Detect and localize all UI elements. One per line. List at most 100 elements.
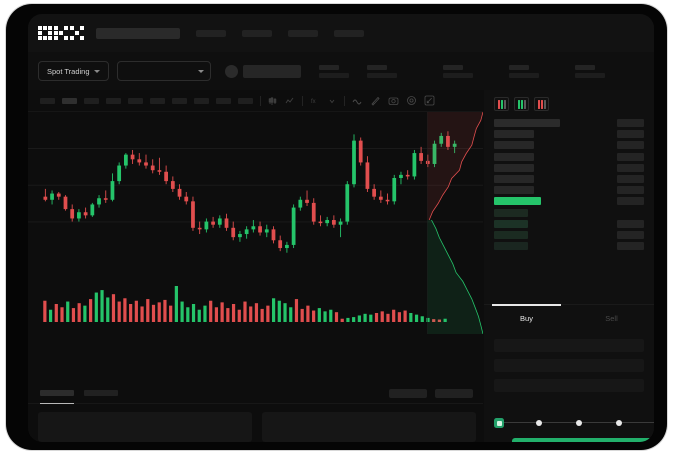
timeframe-8[interactable]: [194, 97, 209, 104]
fullscreen-icon[interactable]: [424, 95, 435, 106]
order-book-amount: [617, 174, 644, 183]
stat-label: [508, 64, 529, 70]
order-book-row[interactable]: [494, 141, 644, 150]
timeframe-7[interactable]: [172, 97, 187, 104]
camera-icon[interactable]: [388, 95, 399, 106]
trading-pair-select[interactable]: [116, 61, 211, 81]
stepper-step-2[interactable]: [536, 420, 542, 426]
order-book-amount: [617, 219, 644, 228]
ticker-bar: Spot Trading: [28, 52, 654, 90]
order-book-rows[interactable]: [484, 117, 654, 322]
settings-gear-icon[interactable]: [406, 95, 417, 106]
app-screen: Spot Trading: [28, 14, 654, 442]
order-book-price: [494, 174, 534, 183]
timeframe-4[interactable]: [106, 97, 121, 104]
chevron-down-icon: [197, 69, 204, 73]
order-form-field-1[interactable]: [494, 339, 644, 352]
stat-value: [366, 72, 397, 78]
nav-item-2[interactable]: [242, 29, 272, 37]
stat-label: [442, 64, 463, 70]
order-book-amount: [617, 119, 644, 127]
indicator-icon[interactable]: fx: [310, 96, 320, 106]
spot-trading-label: Spot Trading: [47, 66, 90, 76]
stepper-step-1[interactable]: [494, 418, 504, 428]
stat-value: [574, 72, 605, 78]
order-book-row[interactable]: [494, 230, 644, 239]
order-book-row[interactable]: [494, 119, 644, 127]
toolbar-divider: [344, 95, 345, 106]
primary-cta-button[interactable]: [512, 438, 654, 442]
svg-text:fx: fx: [311, 99, 316, 105]
order-book-row[interactable]: [494, 163, 644, 172]
order-book-row[interactable]: [494, 186, 644, 195]
search-input[interactable]: [96, 27, 180, 39]
candlestick-pane[interactable]: [28, 112, 483, 272]
order-book-amount: [617, 141, 644, 150]
volume-histogram-pane[interactable]: [28, 274, 483, 332]
order-book-price: [494, 230, 528, 239]
timeframe-5[interactable]: [128, 97, 143, 104]
spot-trading-dropdown[interactable]: Spot Trading: [38, 61, 109, 81]
orders-panel: [28, 334, 483, 442]
order-book-row[interactable]: [494, 242, 644, 251]
tab-buy[interactable]: Buy: [484, 304, 569, 332]
order-form-field-3[interactable]: [494, 379, 644, 392]
ticker-stat-3: [442, 64, 473, 78]
order-book-amount: [617, 242, 644, 251]
timeframe-9[interactable]: [216, 97, 231, 104]
order-book-row[interactable]: [494, 197, 644, 206]
nav-item-1[interactable]: [196, 29, 226, 37]
pair-avatar: [224, 64, 238, 78]
timeframe-10[interactable]: [238, 97, 253, 104]
order-book-row[interactable]: [494, 130, 644, 139]
market-depth-overlay: [427, 112, 483, 334]
okx-logo-icon[interactable]: [38, 26, 84, 40]
chevron-down-icon[interactable]: [327, 96, 337, 106]
orderbook-asks-icon[interactable]: [534, 97, 549, 111]
tab-order-history[interactable]: [84, 389, 118, 396]
orderbook-bids-icon[interactable]: [514, 97, 529, 111]
nav-item-3[interactable]: [288, 29, 318, 37]
onboarding-stepper: [494, 416, 654, 430]
nav-item-4[interactable]: [334, 29, 364, 37]
order-book-row[interactable]: [494, 219, 644, 228]
timeframe-1[interactable]: [40, 97, 55, 104]
ticker-stat-5: [574, 64, 605, 78]
candle-chart-icon[interactable]: [268, 96, 278, 106]
tab-sell[interactable]: Sell: [605, 314, 618, 323]
order-book-row[interactable]: [494, 174, 644, 183]
timeframe-3[interactable]: [84, 97, 99, 104]
order-card-1[interactable]: [38, 412, 252, 442]
order-book-row[interactable]: [494, 208, 644, 217]
toolbar-divider: [260, 95, 261, 106]
order-card-2[interactable]: [262, 412, 476, 442]
order-book-price: [494, 163, 534, 172]
order-book-panel: Buy Sell: [484, 90, 654, 442]
order-book-price: [494, 219, 528, 228]
stepper-step-4[interactable]: [616, 420, 622, 426]
line-chart-icon[interactable]: [285, 96, 295, 106]
order-book-view-modes: [484, 90, 654, 117]
order-form-field-2[interactable]: [494, 359, 644, 372]
wave-icon[interactable]: [352, 96, 363, 106]
device-frame: Spot Trading: [6, 4, 667, 450]
timeframe-6[interactable]: [150, 97, 165, 104]
stepper-step-3[interactable]: [576, 420, 582, 426]
order-book-amount: [617, 163, 644, 172]
orderbook-both-icon[interactable]: [494, 97, 509, 111]
order-form-tabs: Buy Sell: [484, 304, 654, 332]
stat-label: [318, 64, 339, 70]
drawing-pencil-icon[interactable]: [370, 95, 381, 106]
stat-value: [442, 72, 473, 78]
order-book-price: [494, 208, 528, 217]
orders-cards: [38, 412, 476, 442]
orders-action-1[interactable]: [389, 388, 427, 398]
tab-open-orders[interactable]: [40, 389, 74, 404]
orders-action-2[interactable]: [435, 388, 473, 398]
chevron-down-icon: [93, 69, 100, 73]
order-book-amount: [617, 230, 644, 239]
trading-chart[interactable]: [28, 112, 483, 334]
order-book-price: [494, 186, 534, 195]
timeframe-2[interactable]: [62, 97, 77, 104]
order-book-row[interactable]: [494, 152, 644, 161]
